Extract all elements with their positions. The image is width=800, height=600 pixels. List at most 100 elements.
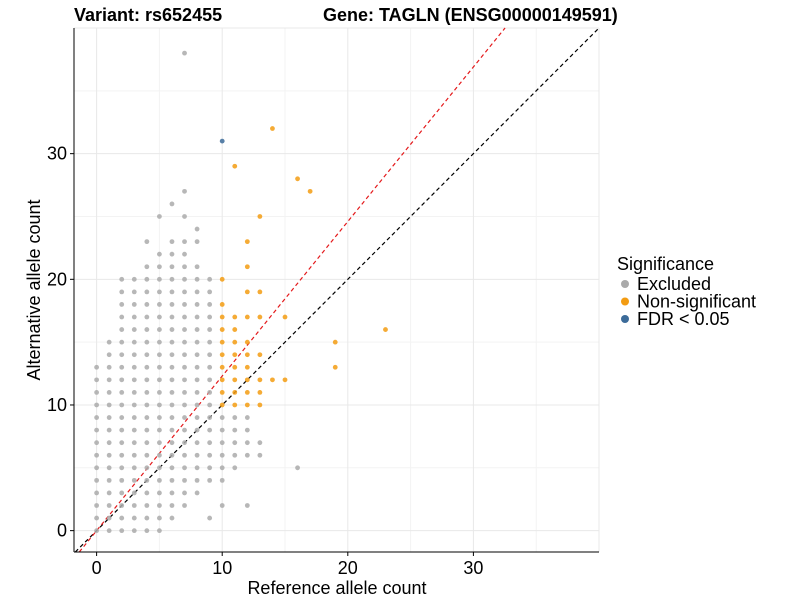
data-point-excluded [219,452,225,458]
data-point-excluded [144,302,150,307]
data-point-excluded [144,465,150,471]
data-point-excluded [144,515,150,521]
legend-label: Non-significant [637,292,756,312]
data-point-non-significant [244,402,250,408]
data-point-excluded [157,415,162,420]
data-point-excluded [232,465,238,471]
data-point-excluded [207,440,213,446]
data-point-excluded [119,427,125,433]
data-point-non-significant [332,339,338,345]
data-point-excluded [119,452,125,458]
data-point-non-significant [232,377,238,383]
data-point-non-significant [295,176,300,182]
data-point-excluded [131,364,137,370]
data-point-non-significant [257,352,263,358]
data-point-excluded [119,515,125,521]
data-point-excluded [106,427,112,433]
data-point-excluded [94,402,100,408]
data-point-non-significant [219,377,225,383]
data-point-excluded [144,377,150,383]
data-point-excluded [157,302,162,307]
data-point-excluded [182,214,187,219]
data-point-excluded [182,415,187,420]
data-point-excluded [106,477,112,483]
data-point-excluded [131,327,137,332]
data-point-excluded [207,415,213,420]
data-point-excluded [144,276,150,282]
data-point-non-significant [332,364,338,370]
data-point-non-significant [270,126,275,131]
data-point-excluded [157,214,162,219]
data-point-excluded [106,528,112,534]
data-point-excluded [94,440,100,446]
data-point-excluded [119,327,125,332]
data-point-excluded [182,327,187,332]
data-point-excluded [207,364,213,370]
data-point-non-significant [219,352,225,358]
data-point-excluded [119,314,125,320]
data-point-non-significant [219,314,225,320]
data-point-non-significant [257,377,263,383]
data-point-excluded [131,302,137,307]
data-point-excluded [169,402,175,408]
data-point-non-significant [244,239,250,245]
data-point-excluded [194,327,200,332]
data-point-excluded [169,289,175,295]
data-point-excluded [194,339,200,345]
data-point-excluded [182,188,187,194]
data-point-non-significant [244,390,250,395]
data-point-excluded [232,440,238,446]
data-point-excluded [119,465,125,471]
data-point-excluded [94,477,100,483]
reference-line-fitted [78,27,506,553]
data-point-non-significant [219,390,225,395]
data-point-non-significant [232,163,238,169]
data-point-excluded [157,440,162,446]
y-axis-label: Alternative allele count [24,199,44,380]
data-point-excluded [144,314,150,320]
data-point-non-significant [244,364,250,370]
data-point-non-significant [257,289,263,295]
data-point-excluded [194,415,200,420]
data-point-excluded [144,490,150,496]
data-point-excluded [169,276,175,282]
data-point-excluded [169,327,175,332]
data-point-excluded [194,427,200,433]
data-point-non-significant [219,276,225,282]
data-point-excluded [106,503,112,508]
data-point-non-significant [232,364,238,370]
data-point-excluded [131,377,137,383]
data-point-excluded [94,515,100,521]
plot-area: 0 10 20 30 0 10 20 30 [47,27,600,578]
data-point-excluded [144,528,150,534]
data-point-non-significant [244,289,250,295]
data-point-excluded [144,327,150,332]
legend-label: Excluded [637,274,711,294]
data-point-fdr-0-05 [219,138,225,144]
data-point-excluded [131,515,137,521]
data-point-excluded [94,465,100,471]
data-point-excluded [169,314,175,320]
data-point-excluded [207,314,213,320]
data-point-excluded [157,515,162,521]
data-point-excluded [169,515,175,521]
data-point-non-significant [232,402,238,408]
data-point-excluded [157,289,162,295]
data-point-excluded [131,402,137,408]
legend-key [621,315,629,323]
data-point-excluded [207,276,213,282]
data-point-excluded [182,490,187,496]
data-point-excluded [131,490,137,496]
data-point-excluded [207,377,213,383]
data-point-excluded [144,339,150,345]
data-point-excluded [182,364,187,370]
data-point-excluded [194,490,200,496]
data-point-excluded [219,477,225,483]
data-point-excluded [244,452,250,458]
data-point-excluded [194,465,200,471]
data-point-excluded [194,289,200,295]
data-point-excluded [131,477,137,483]
data-point-excluded [144,239,150,245]
data-point-non-significant [244,314,250,320]
